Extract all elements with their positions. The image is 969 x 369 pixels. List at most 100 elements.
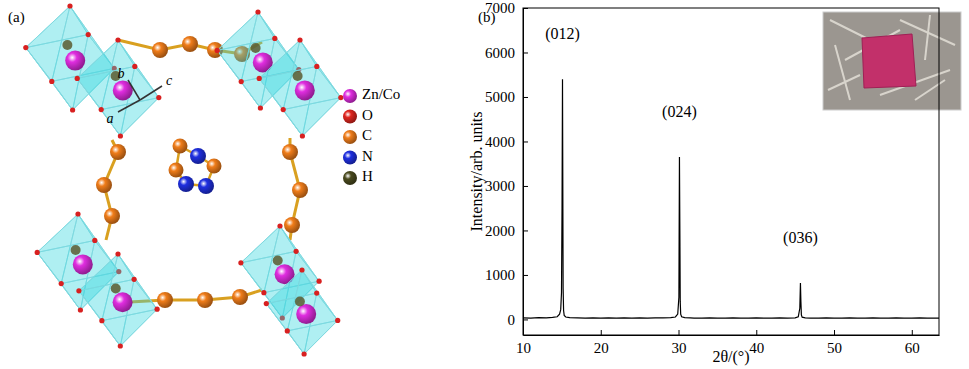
tick-label: 3000 xyxy=(485,178,515,194)
carbon-atom xyxy=(197,292,213,308)
metal-atom xyxy=(113,292,133,312)
tick-mark xyxy=(601,330,602,335)
tick: 20 xyxy=(594,330,609,356)
carbon-atom xyxy=(104,208,120,224)
oxygen-atom xyxy=(297,37,302,42)
carbon-atom xyxy=(282,144,298,160)
tick: 2000 xyxy=(485,223,528,239)
legend-label: N xyxy=(362,148,373,164)
carbon-atom xyxy=(284,217,300,233)
legend-label: C xyxy=(362,127,372,143)
axis-letter: c xyxy=(166,73,173,88)
oxygen-atom xyxy=(115,37,120,42)
carbon-atom xyxy=(152,42,168,58)
tick-label: 6000 xyxy=(485,45,515,61)
oxygen-atom xyxy=(23,45,28,50)
tick-mark xyxy=(523,52,528,53)
octahedron-face xyxy=(283,98,341,136)
oxygen-atom xyxy=(239,79,244,84)
inset-texture xyxy=(830,20,870,40)
tick-mark xyxy=(523,8,528,9)
nitrogen-atom xyxy=(178,176,194,192)
legend: Zn/Co OCNH xyxy=(343,86,400,185)
tick-label: 30 xyxy=(672,340,687,356)
peak-annotation: (012) xyxy=(545,25,580,43)
hydrogen-atom xyxy=(293,71,303,81)
legend-label: H xyxy=(362,168,373,184)
oxygen-atom xyxy=(264,301,269,306)
inset-background xyxy=(823,12,961,110)
tick-label: 7000 xyxy=(485,0,515,16)
tick-mark xyxy=(523,97,528,98)
tick-label: 10 xyxy=(516,340,531,356)
legend-label: O xyxy=(362,107,373,123)
carbon-atom xyxy=(157,292,173,308)
oxygen-atom xyxy=(302,351,307,356)
tick: 40 xyxy=(749,330,764,356)
tick-label: 2000 xyxy=(485,223,515,239)
legend-label: Zn/Co xyxy=(362,86,400,102)
octahedron-face xyxy=(102,309,157,346)
oxygen-atom xyxy=(317,279,322,284)
axis-letter: a xyxy=(107,111,114,126)
tick-mark xyxy=(523,141,528,142)
hydrogen-atom xyxy=(71,245,81,255)
nitrogen-atom xyxy=(198,178,214,194)
tick-mark xyxy=(523,275,528,276)
tick-mark xyxy=(523,186,528,187)
hydrogen-atom xyxy=(251,43,261,53)
metal-atom xyxy=(296,304,316,324)
tick-label: 0 xyxy=(508,312,516,328)
inset-texture xyxy=(915,80,945,100)
oxygen-atom xyxy=(294,249,299,254)
oxygen-atom xyxy=(99,107,104,112)
oxygen-atom xyxy=(272,36,277,41)
tick-label: 20 xyxy=(594,340,609,356)
plot-frame xyxy=(523,8,939,335)
tick: 5000 xyxy=(485,89,528,105)
carbon-atom xyxy=(182,36,198,52)
axis-arrow xyxy=(128,80,140,100)
y-axis-title: Intensity/arb. units xyxy=(468,112,486,232)
tick: 30 xyxy=(672,330,687,356)
tick-mark xyxy=(756,330,757,335)
oxygen-atom xyxy=(67,3,72,8)
oxygen-atom xyxy=(132,64,137,69)
oxygen-atom xyxy=(258,105,263,110)
panel-a: (a)abcZn/CoOCNH xyxy=(8,3,400,356)
oxygen-atom xyxy=(35,250,40,255)
tick-label: 5000 xyxy=(485,89,515,105)
oxygen-atom xyxy=(261,290,266,295)
hydrogen-atom xyxy=(273,256,283,266)
panel-b: (b)1020304050600100020003000400050006000… xyxy=(468,0,961,366)
metal-atom xyxy=(73,254,93,274)
axis-arrow xyxy=(140,86,162,100)
hydrogen-atom xyxy=(111,284,121,294)
octahedron xyxy=(257,37,344,138)
tick-label: 60 xyxy=(905,340,920,356)
carbon-atom xyxy=(169,163,184,178)
nitrogen-atom xyxy=(190,148,206,164)
octahedron-face xyxy=(287,320,337,354)
tick-label: 4000 xyxy=(485,134,515,150)
oxygen-atom xyxy=(49,79,54,84)
oxygen-atom xyxy=(277,223,282,228)
peak-annotation: (024) xyxy=(662,103,697,121)
legend-swatch xyxy=(343,89,357,103)
oxygen-atom xyxy=(238,260,243,265)
oxygen-atom xyxy=(255,9,260,14)
legend-swatch xyxy=(343,110,357,124)
octahedron xyxy=(76,251,159,348)
axis-arrow xyxy=(118,100,140,112)
octahedron xyxy=(264,267,341,356)
oxygen-atom xyxy=(115,251,120,256)
plot-lines xyxy=(523,79,939,318)
oxygen-atom xyxy=(99,318,104,323)
oxygen-atom xyxy=(155,307,160,312)
oxygen-atom xyxy=(132,277,137,282)
oxygen-atom xyxy=(75,76,80,81)
tick-mark xyxy=(523,319,528,320)
legend-swatch xyxy=(343,130,357,144)
oxygen-atom xyxy=(118,343,123,348)
carbon-atom xyxy=(96,177,112,193)
